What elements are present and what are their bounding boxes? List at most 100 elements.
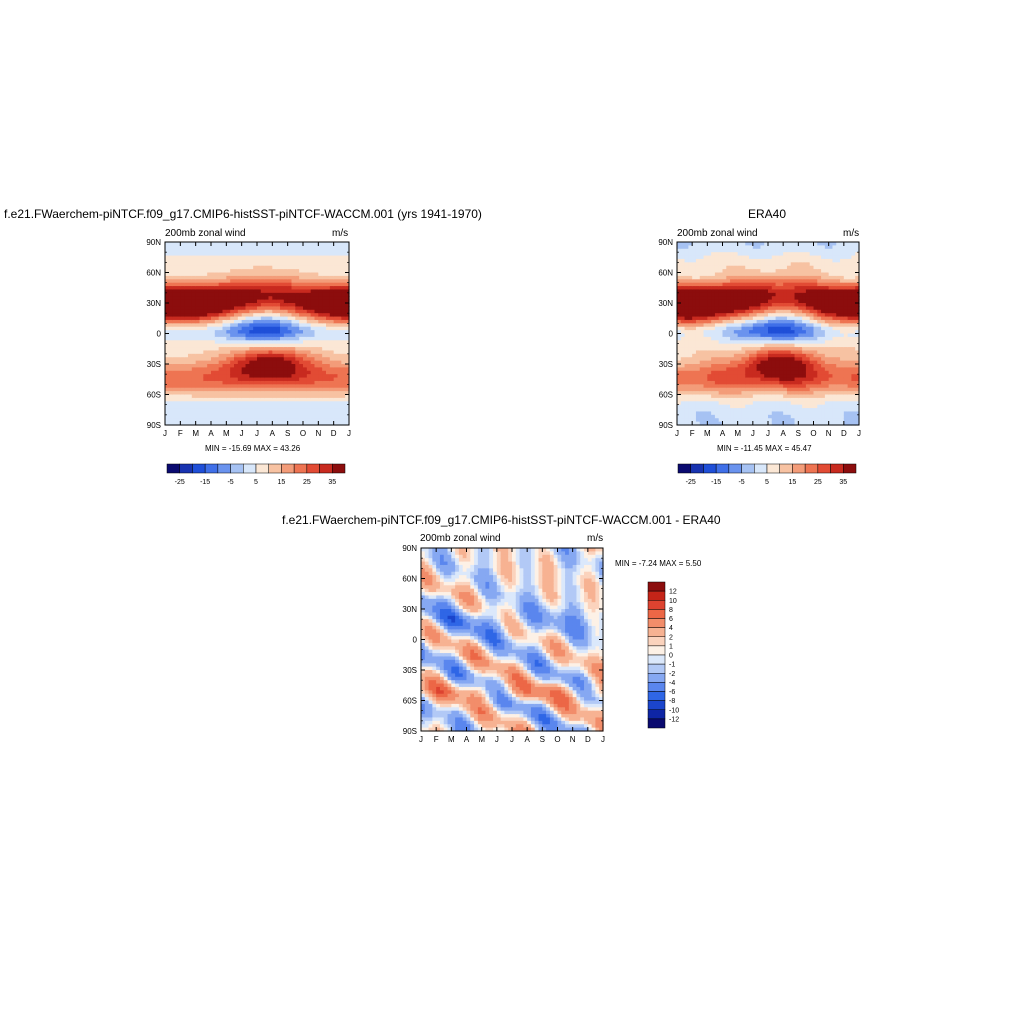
contour-cell (234, 367, 239, 372)
contour-cell (790, 414, 796, 419)
contour-cell (310, 387, 316, 392)
contour-cell (176, 326, 181, 331)
contour-cell (253, 269, 258, 274)
contour-cell (756, 333, 762, 338)
contour-cell (752, 394, 758, 399)
contour-cell (253, 350, 258, 355)
contour-cell (337, 279, 342, 284)
contour-cell (310, 336, 316, 341)
contour-cell (749, 292, 754, 297)
contour-cell (684, 279, 689, 284)
contour-cell (329, 309, 335, 314)
contour-cell (722, 296, 727, 301)
contour-cell (737, 309, 743, 314)
contour-cell (280, 418, 285, 423)
contour-cell (783, 408, 788, 413)
contour-cell (828, 272, 834, 277)
contour-cell (318, 333, 323, 338)
contour-cell (745, 394, 750, 399)
contour-cell (226, 418, 231, 423)
contour-cell (345, 357, 350, 362)
contour-cell (226, 296, 231, 301)
contour-cell (779, 292, 784, 297)
contour-cell (794, 364, 799, 368)
contour-cell (733, 387, 739, 392)
contour-cell (688, 309, 693, 314)
contour-cell (203, 360, 208, 365)
contour-cell (749, 374, 754, 379)
contour-cell (318, 255, 323, 260)
contour-cell (322, 326, 327, 331)
contour-cell (195, 245, 201, 250)
contour-cell (326, 391, 331, 396)
contour-cell (322, 404, 327, 409)
contour-cell (329, 364, 335, 368)
contour-cell (314, 265, 319, 270)
contour-cell (199, 245, 204, 250)
contour-cell (775, 292, 780, 297)
contour-cell (760, 360, 765, 365)
contour-cell (268, 255, 273, 260)
contour-cell (741, 418, 746, 423)
contour-cell (711, 367, 716, 372)
contour-cell (813, 408, 818, 413)
contour-cell (718, 387, 724, 392)
contour-cell (718, 299, 724, 304)
contour-cell (684, 401, 689, 406)
contour-cell (299, 387, 304, 392)
contour-cell (257, 357, 262, 362)
contour-cell (749, 265, 754, 270)
contour-cell (752, 380, 758, 385)
contour-cell (287, 282, 293, 287)
contour-cell (237, 289, 243, 294)
contour-cell (684, 408, 689, 413)
contour-cell (775, 350, 780, 355)
contour-cell (699, 411, 705, 416)
contour-cell (707, 360, 712, 365)
contour-cell (222, 360, 227, 365)
contour-cell (695, 408, 701, 413)
contour-cell (306, 387, 312, 392)
contour-cell (249, 326, 254, 331)
contour-cell (226, 411, 231, 416)
contour-cell (756, 255, 762, 260)
contour-cell (802, 323, 807, 328)
contour-cell (276, 360, 281, 365)
contour-cell (695, 384, 701, 389)
contour-cell (306, 367, 312, 372)
contour-cell (199, 292, 204, 297)
contour-cell (752, 343, 758, 348)
contour-cell (237, 319, 243, 324)
contour-cell (310, 316, 316, 321)
contour-cell (268, 262, 273, 267)
contour-cell (707, 367, 712, 372)
contour-cell (824, 242, 830, 246)
contour-cell (345, 343, 350, 348)
contour-cell (326, 296, 331, 301)
contour-cell (714, 303, 720, 307)
contour-cell (802, 326, 807, 331)
contour-cell (805, 397, 811, 402)
contour-cell (741, 292, 746, 297)
contour-cell (771, 391, 777, 396)
contour-cell (299, 299, 304, 304)
contour-cell (341, 262, 346, 267)
contour-cell (188, 248, 193, 253)
contour-cell (176, 421, 181, 426)
contour-cell (756, 286, 762, 291)
contour-cell (264, 333, 270, 338)
contour-cell (817, 296, 822, 301)
contour-cell (684, 414, 689, 419)
contour-cell (786, 357, 792, 362)
contour-cell (234, 275, 239, 280)
contour-cell (310, 394, 316, 399)
contour-cell (703, 364, 708, 368)
contour-cell (303, 248, 308, 253)
contour-cell (707, 272, 712, 277)
contour-cell (214, 275, 220, 280)
contour-cell (176, 296, 181, 301)
contour-cell (341, 299, 346, 304)
contour-cell (817, 255, 822, 260)
contour-cell (257, 408, 262, 413)
contour-cell (287, 265, 293, 270)
